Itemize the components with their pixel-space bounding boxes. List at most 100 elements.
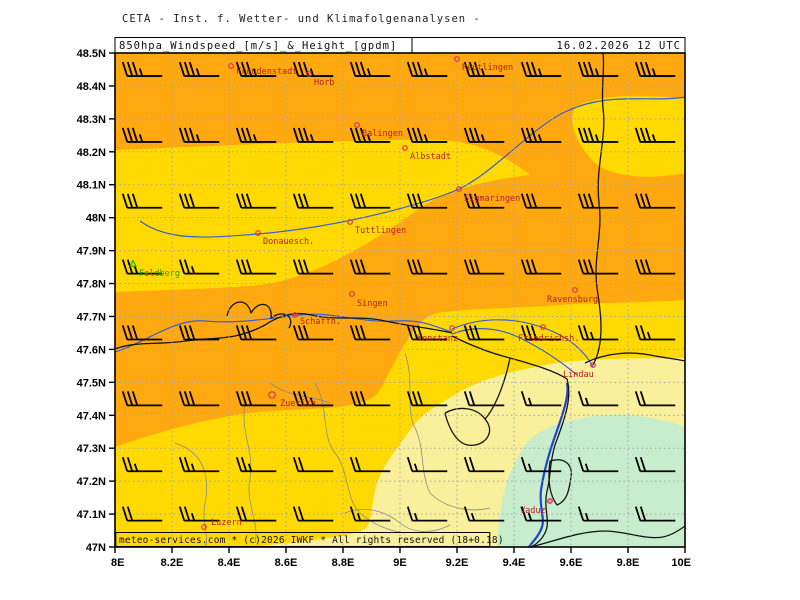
y-tick-label: 47.6N xyxy=(77,344,106,356)
danube-river xyxy=(139,96,685,238)
wind-barb xyxy=(520,61,562,77)
wind-barb xyxy=(577,193,619,209)
wind-barb xyxy=(406,325,448,341)
wind-barb xyxy=(292,193,334,209)
wind-barb xyxy=(577,391,619,407)
wind-barb xyxy=(292,456,334,473)
wind-barb xyxy=(463,456,505,473)
wind-barb xyxy=(577,456,619,473)
city-label: Friedrichsh. xyxy=(518,334,579,344)
hegau-border-bumps xyxy=(226,301,292,329)
wind-barb xyxy=(406,193,448,209)
datetime-label: 16.02.2026 12 UTC xyxy=(557,40,681,52)
city-marker xyxy=(349,291,355,297)
wind-barb xyxy=(520,325,562,341)
ch-de-rhine-border xyxy=(115,312,453,350)
wind-barb xyxy=(121,127,163,143)
y-tick-label: 48.1N xyxy=(77,180,106,192)
y-tick-label: 47.2N xyxy=(77,476,106,488)
y-tick-label: 48.4N xyxy=(77,81,106,93)
wind-barb xyxy=(463,325,505,341)
y-tick-label: 47N xyxy=(86,542,106,554)
x-tick-label: 9E xyxy=(393,557,406,569)
peak-marker xyxy=(129,259,137,267)
x-tick-label: 8.2E xyxy=(161,557,184,569)
product-label: 850hpa_Windspeed_[m/s]_&_Height_[gpdm] xyxy=(119,40,397,52)
wind-barb xyxy=(235,259,277,275)
y-tick-label: 47.5N xyxy=(77,377,106,389)
wind-barb xyxy=(520,127,562,143)
wind-barb xyxy=(121,193,163,209)
wind-barb xyxy=(634,193,676,209)
x-tick-label: 8E xyxy=(111,557,124,569)
x-tick-label: 8.4E xyxy=(218,557,241,569)
wind-barb xyxy=(634,259,676,275)
city-marker xyxy=(201,524,207,530)
wind-barb xyxy=(349,61,391,77)
wind-barb xyxy=(178,61,220,77)
wind-barb xyxy=(349,259,391,275)
wind-barb xyxy=(292,506,334,522)
canton-line-7-line xyxy=(429,492,491,511)
wind-barb xyxy=(292,391,334,407)
city-marker xyxy=(456,186,462,192)
wind-barb xyxy=(520,391,562,407)
axes: 48.5N 48.4N 48.3N 48.2N 48.1N 48N 47.9N 47.8N 47… xyxy=(77,48,691,569)
city-marker xyxy=(255,230,261,236)
wind-barb xyxy=(463,61,505,77)
y-tick-label: 48N xyxy=(86,213,106,225)
y-tick-label: 48.2N xyxy=(77,147,106,159)
x-tick-label: 9.8E xyxy=(617,557,640,569)
x-tick-label: 10E xyxy=(671,557,691,569)
wind-barb xyxy=(121,456,163,473)
wind-barb xyxy=(349,193,391,209)
city-marker xyxy=(547,498,553,504)
wind-barb xyxy=(235,61,277,77)
city-label: Zuerich xyxy=(280,399,316,409)
wind-barb xyxy=(235,127,277,143)
wind-barb xyxy=(406,456,448,473)
graticule xyxy=(115,53,685,547)
wind-barb xyxy=(463,391,505,407)
wind-barb xyxy=(577,61,619,77)
wind-barb xyxy=(634,325,676,341)
y-tick-label: 48.5N xyxy=(77,48,106,60)
city-marker xyxy=(540,324,546,330)
canton-line-1-line xyxy=(174,442,208,547)
wind-barb xyxy=(463,506,505,522)
wind-barb xyxy=(121,61,163,77)
wind-barb xyxy=(178,259,220,275)
x-tick-label: 9.4E xyxy=(503,557,526,569)
city-marker xyxy=(228,63,234,69)
footer-box xyxy=(115,532,491,547)
wind-barb xyxy=(178,456,220,473)
wind-barb xyxy=(178,325,220,341)
wind-barb xyxy=(463,259,505,275)
page-title: CETA - Inst. f. Wetter- und Klimafolgena… xyxy=(122,13,481,25)
y-tick-label: 47.7N xyxy=(77,311,106,323)
lake-constance-south-shore-river xyxy=(451,328,578,376)
city-marker xyxy=(347,219,353,225)
canton-line-3-line xyxy=(314,382,406,534)
wind-barb xyxy=(235,456,277,473)
wind-barb xyxy=(406,259,448,275)
wind-barb xyxy=(406,506,448,522)
city-label: Ravensburg xyxy=(547,295,598,305)
wind-barb xyxy=(121,325,163,341)
wind-barb xyxy=(520,506,562,522)
wind-barb xyxy=(577,506,619,522)
lake-constance-north-shore-river xyxy=(451,319,594,368)
wind-barb xyxy=(406,391,448,407)
city-marker xyxy=(572,287,578,293)
wind-barb xyxy=(520,456,562,473)
wind-barb xyxy=(292,259,334,275)
wind-barb xyxy=(235,506,277,522)
wind-barb xyxy=(634,391,676,407)
wind-barb xyxy=(577,259,619,275)
wind-barb xyxy=(349,391,391,407)
wind-barb xyxy=(463,127,505,143)
canton-line-6-line xyxy=(344,509,451,532)
bavaria-border xyxy=(592,53,605,366)
appenzell-border xyxy=(444,407,491,446)
